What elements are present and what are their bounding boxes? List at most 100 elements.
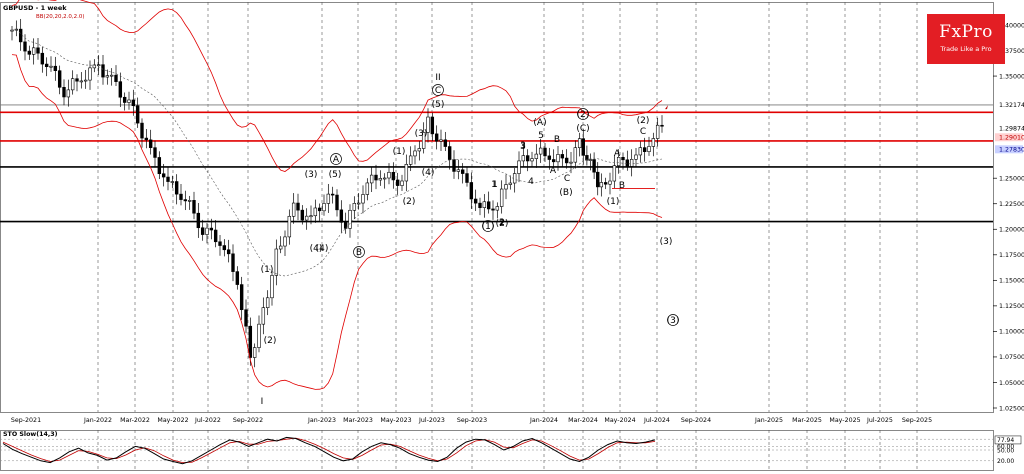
candle-down: [62, 87, 66, 98]
wave-label: (2): [403, 197, 416, 207]
wave-label-circle: [482, 220, 494, 232]
wave-label: (2): [496, 219, 509, 229]
wave-label: (1): [261, 265, 274, 275]
wave-label: A: [614, 149, 621, 159]
main-plot-frame: [0, 2, 994, 413]
candle-down: [57, 70, 62, 88]
bollinger-lower-band: [11, 54, 663, 390]
candle-up: [504, 184, 508, 190]
candle-up: [426, 116, 430, 133]
candle-up: [378, 178, 383, 181]
candle-down: [296, 202, 300, 211]
x-tick-label: Jan-2022: [83, 417, 112, 424]
candle-down: [231, 253, 235, 272]
x-tick-label: Jul-2024: [643, 417, 670, 424]
current-price-label: 1.27830: [999, 147, 1024, 154]
candle-down: [209, 227, 214, 231]
wave-label: (2): [264, 336, 277, 346]
wave-label: (1): [607, 197, 620, 207]
candle-up: [573, 147, 578, 163]
candle-up: [309, 215, 313, 218]
candle-down: [23, 41, 27, 52]
wave-label: (5): [329, 170, 342, 180]
candle-up: [647, 146, 651, 152]
candle-down: [443, 139, 448, 147]
candle-up: [261, 307, 266, 325]
wave-label: B: [356, 248, 362, 258]
fxpro-logo: FxPro Trade Like a Pro: [927, 14, 1005, 64]
candle-up: [616, 157, 621, 166]
sto-y-tick-label: 20.00: [997, 458, 1014, 465]
candle-up: [387, 171, 391, 179]
candle-down: [40, 52, 45, 65]
x-tick-label: Mar-2025: [792, 417, 822, 424]
x-tick-label: Jan-2024: [529, 417, 558, 424]
wave-label: 1: [491, 180, 497, 190]
x-tick-label: Sep-2022: [233, 417, 263, 424]
candle-up: [109, 74, 114, 77]
wave-label: 3: [520, 141, 526, 151]
candle-down: [564, 157, 569, 164]
candle-up: [569, 161, 573, 164]
price-label: 1.29874: [999, 126, 1024, 133]
sto-y-tick-label: 60.00: [997, 444, 1014, 451]
candle-down: [153, 147, 157, 158]
y-tick-label: 1.15000: [999, 278, 1024, 285]
candle-down: [179, 193, 183, 200]
sto-main-line: [2, 436, 656, 465]
candle-down: [18, 28, 23, 43]
wave-label: A: [550, 166, 557, 176]
y-tick-label: 1.05000: [999, 380, 1024, 387]
candle-down: [248, 325, 253, 358]
candle-up: [534, 153, 539, 159]
candle-up: [66, 89, 71, 98]
candle-up: [170, 181, 175, 183]
wave-label-circle: [667, 314, 679, 326]
candle-up: [265, 297, 270, 308]
x-tick-label: Jul-2022: [194, 417, 221, 424]
wave-label: 5: [538, 131, 544, 141]
candle-up: [577, 138, 582, 148]
candle-up: [205, 227, 209, 235]
candle-down: [44, 63, 49, 68]
x-tick-label: May-2025: [829, 417, 860, 424]
candle-up: [10, 29, 14, 32]
y-tick-label: 1.35000: [999, 73, 1024, 80]
y-tick-label: 1.20000: [999, 227, 1024, 234]
logo-brand: FxPro: [939, 22, 993, 42]
candle-up: [365, 182, 370, 195]
candle-up: [79, 80, 84, 83]
wave-label: (B): [559, 188, 572, 198]
candle-down: [343, 222, 348, 229]
wave-label-circle: [432, 84, 444, 96]
candle-up: [283, 236, 287, 247]
candle-down: [118, 81, 123, 98]
x-tick-label: Sep-2021: [11, 417, 41, 424]
candle-down: [222, 245, 227, 251]
candle-up: [521, 155, 526, 162]
candle-up: [588, 159, 593, 161]
candle-up: [369, 174, 374, 184]
x-tick-label: Jan-2025: [754, 417, 783, 424]
logo-tagline: Trade Like a Pro: [940, 45, 992, 53]
wave-label: (3): [305, 170, 318, 180]
wave-label: C: [435, 86, 441, 96]
candle-down: [317, 207, 322, 212]
candle-down: [174, 181, 179, 195]
bollinger-middle-line: [11, 29, 663, 277]
candle-down: [585, 155, 589, 161]
candle-up: [278, 245, 283, 250]
candle-up: [538, 147, 543, 155]
candle-up: [599, 182, 604, 188]
wave-label: (3): [660, 237, 673, 247]
candle-up: [326, 193, 331, 204]
candle-down: [183, 199, 188, 202]
candle-down: [235, 271, 240, 285]
candle-down: [581, 138, 585, 156]
wave-label: (4): [316, 244, 329, 254]
candle-up: [456, 169, 461, 172]
candle-up: [495, 206, 500, 211]
candle-down: [166, 176, 170, 182]
candle-up: [287, 215, 292, 238]
